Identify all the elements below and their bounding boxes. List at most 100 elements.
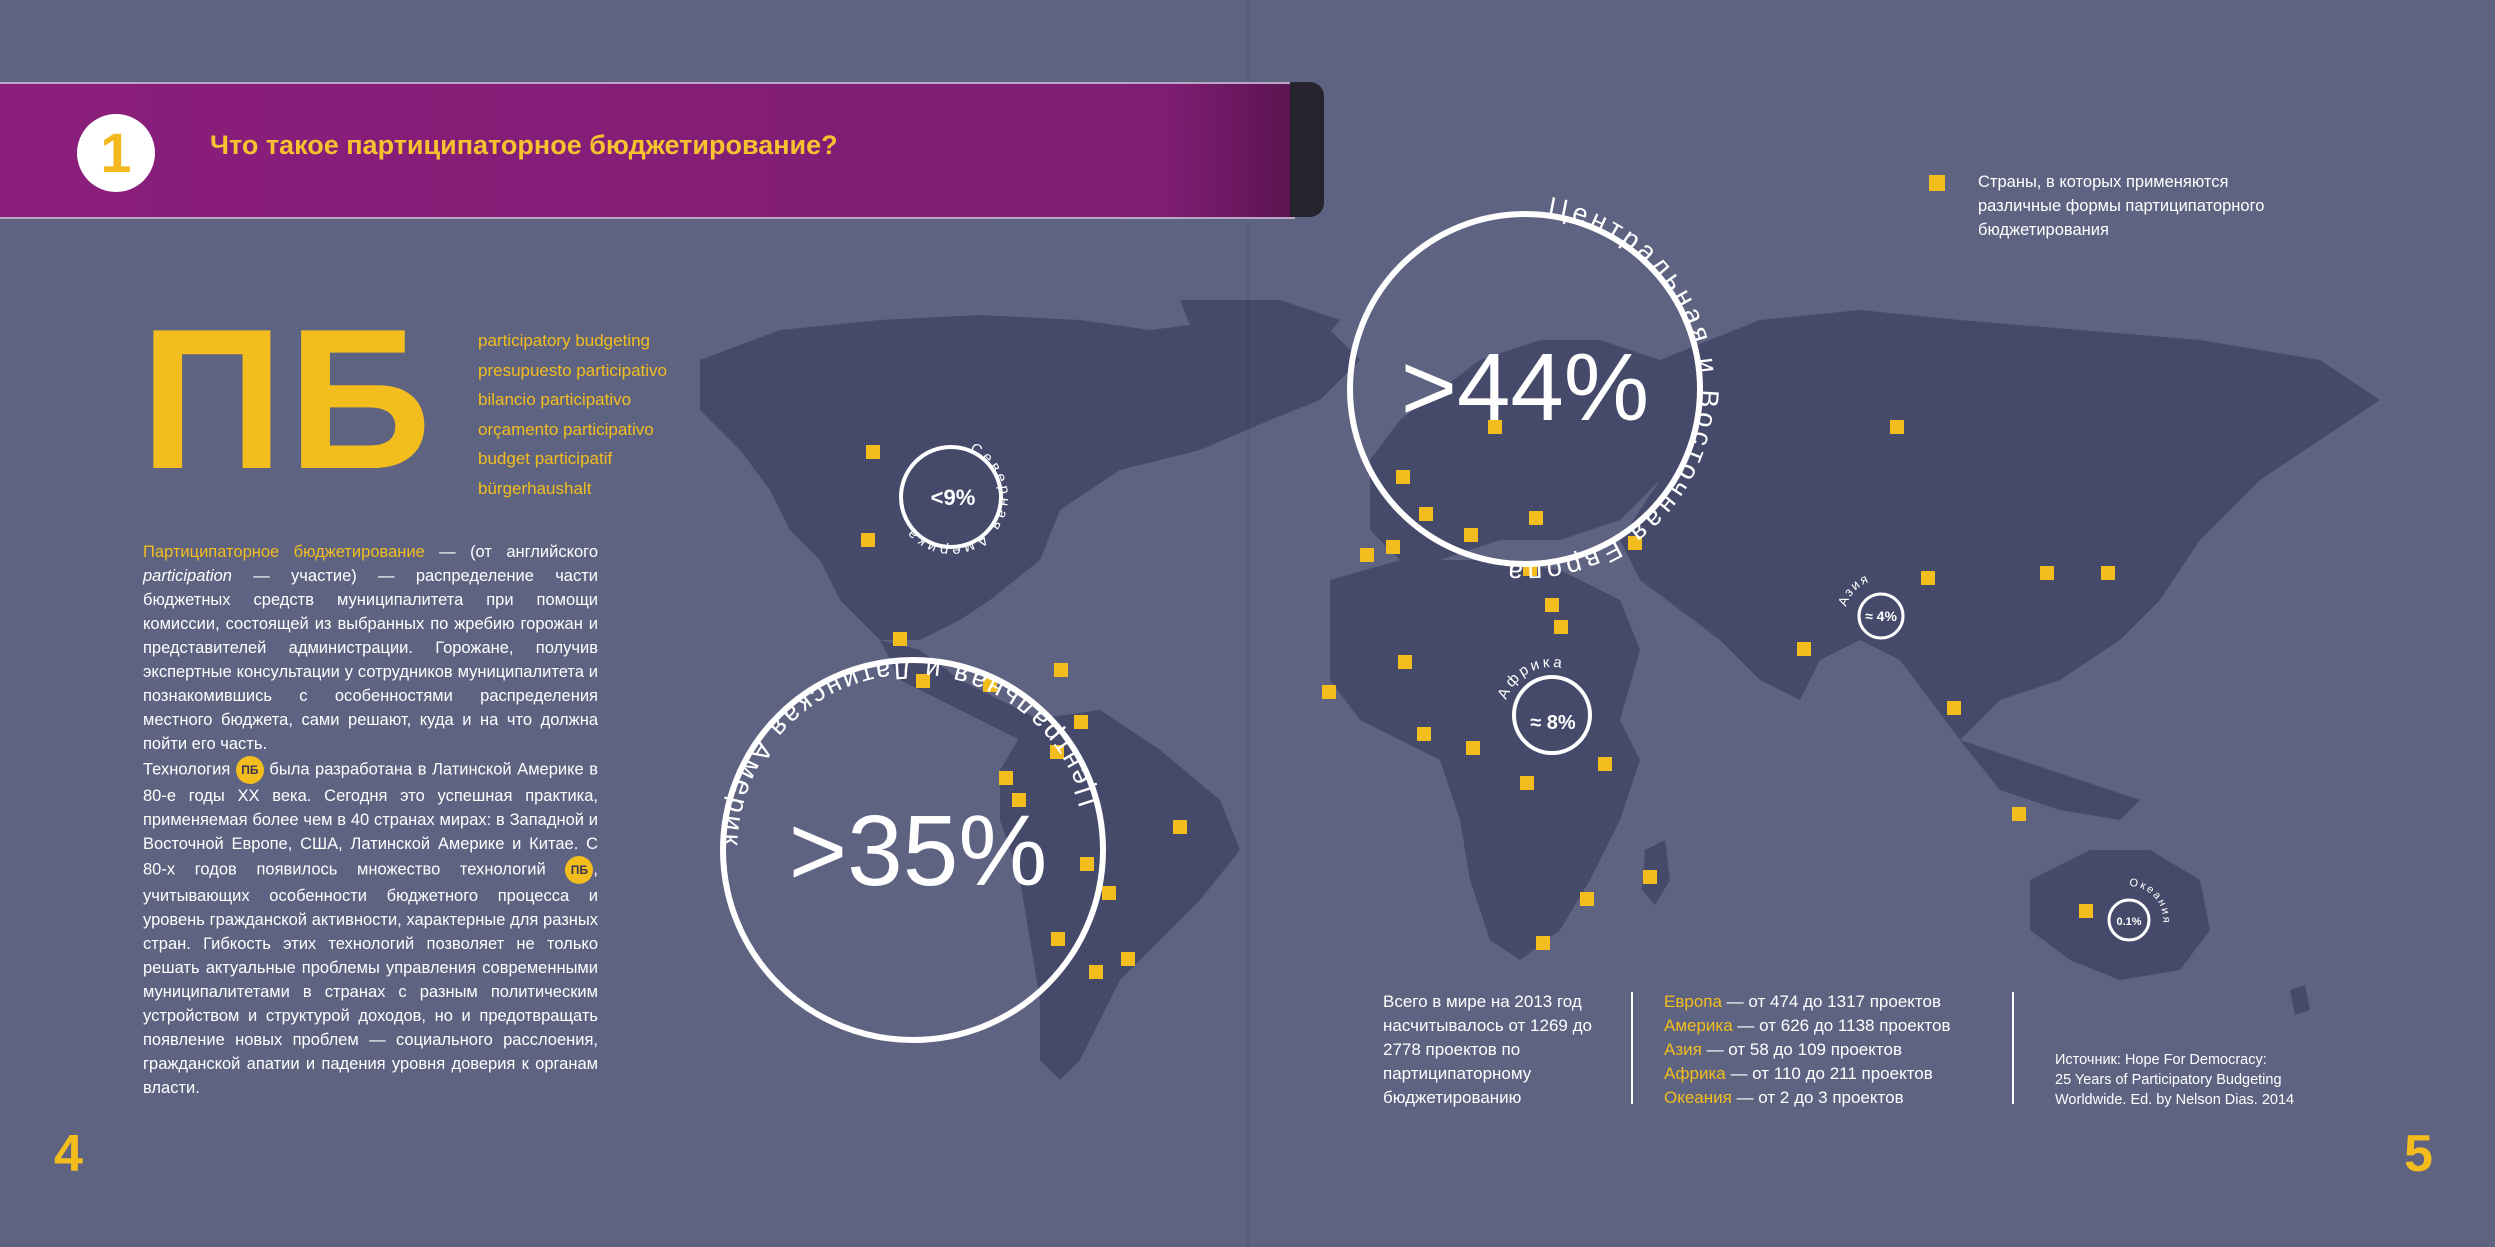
southeast-asia-shape: [1960, 740, 2140, 820]
region-range: — от 58 до 109 проектов: [1701, 1040, 1902, 1059]
body-text: Партиципаторное бюджетирование — (от анг…: [143, 540, 598, 1100]
marker: [1545, 598, 1559, 612]
marker: [2012, 807, 2026, 821]
translation-item: participatory budgeting: [478, 331, 651, 350]
marker: [1173, 820, 1187, 834]
marker: [1464, 528, 1478, 542]
region-row: Америка — от 626 до 1138 проектов: [1664, 1014, 1950, 1038]
translation-item: orçamento participativo: [478, 419, 654, 439]
north-america-value: <9%: [931, 485, 976, 510]
europe-shape: [1370, 340, 1680, 560]
body-text-part: , учитывающих особенности бюджетного про…: [143, 860, 598, 1097]
greenland-shape: [1180, 300, 1340, 380]
divider: [2012, 992, 2014, 1104]
asia-shape: [1620, 310, 2380, 740]
marker: [1520, 776, 1534, 790]
marker: [1419, 507, 1433, 521]
region-name: Океания: [1664, 1088, 1732, 1107]
marker: [1488, 420, 1502, 434]
africa-value: ≈ 8%: [1530, 712, 1576, 734]
marker: [1050, 745, 1064, 759]
region-range: — от 626 до 1138 проектов: [1732, 1016, 1951, 1035]
region-range: — от 110 до 211 проектов: [1725, 1064, 1933, 1083]
new-zealand-shape: [2290, 985, 2310, 1015]
marker: [1417, 727, 1431, 741]
marker: [1074, 715, 1088, 729]
marker: [1360, 548, 1374, 562]
marker: [893, 632, 907, 646]
oceania-value: 0.1%: [2116, 916, 2141, 928]
australia-shape: [2030, 850, 2210, 980]
translation-item: presupuesto participativo: [478, 360, 668, 380]
translations-list: participatory budgeting presupuesto part…: [478, 326, 667, 503]
source-line: Worldwide. Ed. by Nelson Dias. 2014: [2055, 1092, 2295, 1108]
region-range: — от 474 до 1317 проектов: [1721, 992, 1941, 1011]
italic-term: participation: [143, 567, 232, 585]
pb-badge: ПБ: [235, 756, 264, 784]
page-spine: [1247, 0, 1249, 1247]
south-america-shape: [1000, 710, 1240, 1080]
marker: [1386, 540, 1400, 554]
legend-text: Страны, в которых применяются различные …: [1978, 173, 2265, 239]
regional-stats: Европа — от 474 до 1317 проектов Америка…: [1664, 990, 1950, 1110]
marker: [999, 771, 1013, 785]
marker: [866, 445, 880, 459]
region-row: Океания — от 2 до 3 проектов: [1664, 1086, 1950, 1110]
marker: [1396, 470, 1410, 484]
country-markers: [861, 420, 2115, 979]
marker: [2040, 566, 2054, 580]
latam-value: >35%: [789, 795, 1048, 907]
abbreviation-heading: ПБ: [140, 288, 436, 511]
marker: [916, 674, 930, 688]
marker: [2101, 566, 2115, 580]
divider: [1631, 992, 1633, 1104]
source-line: 25 Years of Participatory Budgeting: [2055, 1072, 2282, 1088]
translation-item: bilancio participativo: [478, 390, 632, 409]
marker: [1643, 870, 1657, 884]
marker: [1322, 685, 1336, 699]
marker: [1580, 892, 1594, 906]
marker: [1054, 663, 1068, 677]
latam-circle: [720, 657, 1106, 1043]
banner-tab: [1290, 82, 1324, 217]
asia-circle: [1857, 592, 1905, 640]
marker: [1121, 952, 1135, 966]
north-america-shape: [700, 315, 1360, 640]
page-number-right: 5: [2404, 1125, 2433, 1183]
marker: [1554, 620, 1568, 634]
marker: [1797, 642, 1811, 656]
marker: [1536, 936, 1550, 950]
north-america-circle: [899, 445, 1003, 549]
marker: [2079, 904, 2093, 918]
central-america-shape: [880, 640, 1040, 740]
marker: [1466, 741, 1480, 755]
region-range: — от 2 до 3 проектов: [1731, 1088, 1904, 1107]
marker: [1012, 793, 1026, 807]
marker: [1628, 536, 1642, 550]
marker: [983, 678, 997, 692]
marker: [1080, 857, 1094, 871]
marker: [1529, 511, 1543, 525]
marker: [1598, 757, 1612, 771]
region-name: Африка: [1664, 1064, 1726, 1083]
region-name: Азия: [1664, 1040, 1702, 1059]
region-name: Америка: [1664, 1016, 1733, 1035]
region-row: Азия — от 58 до 109 проектов: [1664, 1038, 1950, 1062]
marker: [1102, 886, 1116, 900]
page-number-left: 4: [54, 1125, 83, 1183]
marker: [1398, 655, 1412, 669]
oceania-circle: [2107, 898, 2151, 942]
definition-term: Партиципаторное бюджетирование: [143, 543, 425, 561]
source-note: Источник: Hope For Democracy: 25 Years o…: [2055, 1050, 2294, 1110]
body-text-part: Технология: [143, 760, 236, 779]
region-row: Африка — от 110 до 211 проектов: [1664, 1062, 1950, 1086]
translation-item: bürgerhaushalt: [478, 478, 592, 498]
europe-circle: [1347, 211, 1703, 567]
chapter-number: 1: [77, 114, 155, 192]
marker: [1890, 420, 1904, 434]
source-line: Источник: Hope For Democracy:: [2055, 1052, 2267, 1068]
total-projects-text: Всего в мире на 2013 год насчитывалось о…: [1383, 992, 1592, 1107]
marker: [1947, 701, 1961, 715]
region-row: Европа — от 474 до 1317 проектов: [1664, 990, 1950, 1014]
